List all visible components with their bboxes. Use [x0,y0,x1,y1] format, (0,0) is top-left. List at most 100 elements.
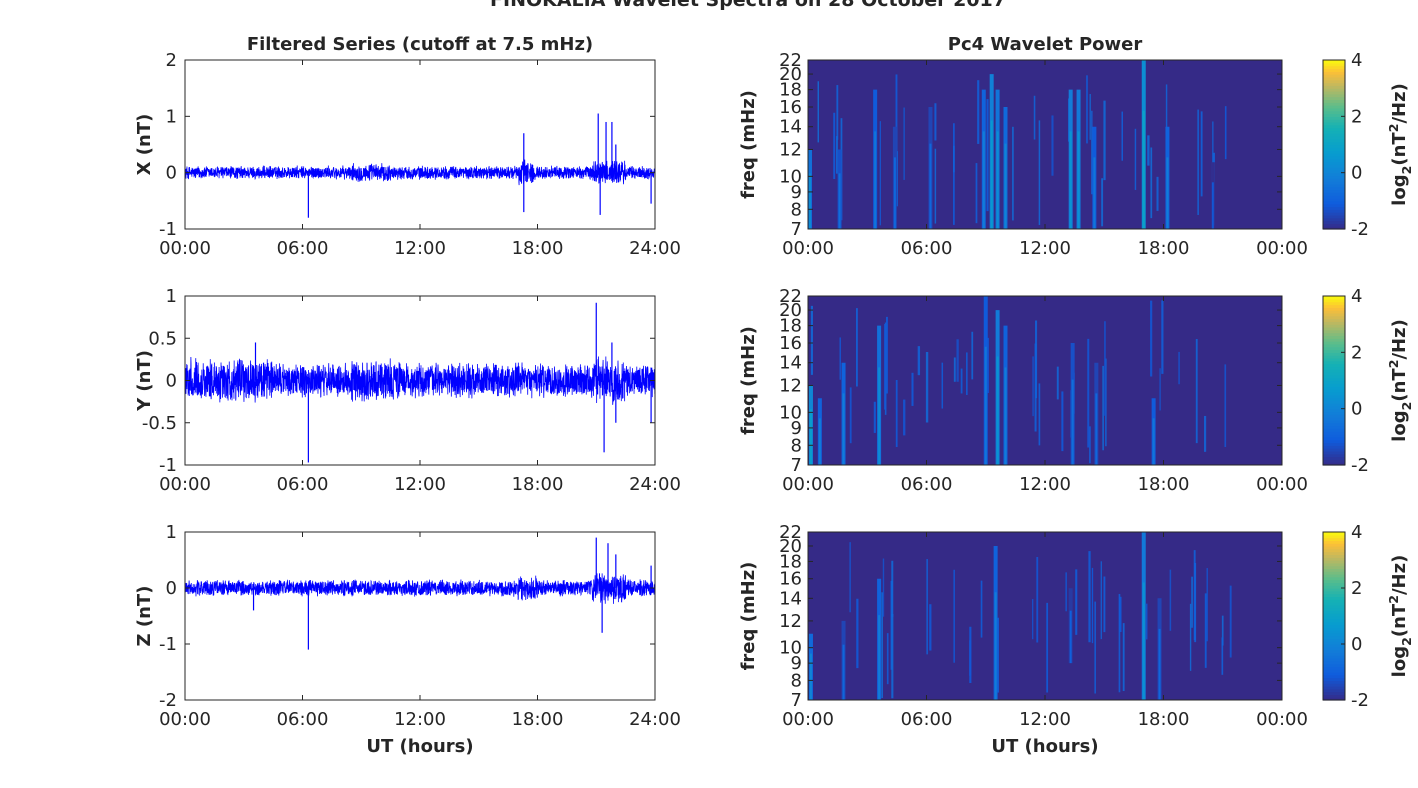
y-axis-label: X (nT) [134,114,155,176]
colorbar-swatch [1323,301,1345,306]
colorbar-swatch [1323,632,1345,637]
colorbar-swatch [1323,102,1345,106]
ytick-label: 18 [779,316,802,337]
colorbar-swatch [1323,82,1345,86]
colorbar-swatch [1323,298,1345,303]
colorbar-swatch [1323,113,1345,117]
ytick-label: 16 [779,333,802,354]
colorbar-label-part: 2 [1399,402,1414,411]
colorbar-swatch [1323,613,1345,617]
colorbar-swatch [1323,635,1345,639]
spec-xtick-label: 12:00 [1019,238,1071,259]
colorbar-swatch [1323,686,1345,690]
colorbar-swatch [1323,386,1345,390]
colorbar-swatch [1323,537,1345,541]
ytick-label: 20 [779,64,802,85]
colorbar-label: log2(nT2/Hz) [1386,555,1414,678]
colorbar-swatch [1323,548,1345,553]
ytick-label: 10 [779,638,802,659]
colorbar-label-part: 2 [1399,637,1414,646]
colorbar-swatch [1323,565,1345,569]
colorbar-swatch [1323,341,1345,345]
spec-xtick-label: 06:00 [901,238,953,259]
ytick-label: 8 [791,435,802,456]
colorbar-label-part: 2 [1386,124,1401,133]
colorbar-swatch [1323,68,1345,72]
line-xtick-label: 18:00 [512,709,564,730]
colorbar-label-part: /Hz) [1389,319,1410,359]
colorbar-swatch [1323,136,1345,140]
y-axis-label: Z (nT) [134,586,155,647]
ytick-label: 1 [166,286,177,307]
spectrogram-panel-2: 00:00 06:00 12:00 18:00 00:00789101214161820… [738,522,1414,757]
ytick-label: 14 [779,588,802,609]
colorbar-swatch [1323,377,1345,382]
colorbar-swatch [1323,164,1345,168]
spectrogram-panel-0: 00:00 06:00 12:00 18:00 00:00789101214161820… [738,34,1414,259]
colorbar-swatch [1323,360,1345,365]
plot-area [185,532,655,700]
colorbar-label-part: log [1389,646,1410,677]
colorbar-swatch [1323,169,1345,174]
ytick-label: 22 [779,50,802,71]
colorbar-swatch [1323,602,1345,606]
colorbar-swatch [1323,414,1345,418]
panel-title: Filtered Series (cutoff at 7.5 mHz) [247,34,593,55]
colorbar-swatch [1323,133,1345,137]
colorbar-swatch [1323,186,1345,191]
colorbar-swatch [1323,93,1345,98]
colorbar-swatch [1323,442,1345,446]
spec-xtick-label: 00:00 [1256,238,1308,259]
colorbar-swatch [1323,183,1345,188]
spec-xtick-label: 12:00 [1019,474,1071,495]
colorbar-swatch [1323,366,1345,370]
colorbar-swatch [1323,683,1345,687]
colorbar-swatch [1323,71,1345,75]
spec-xtick-label: 18:00 [1138,238,1190,259]
colorbar-swatch [1323,394,1345,398]
y-axis-label: freq (mHz) [738,90,759,199]
colorbar-swatch [1323,141,1345,146]
colorbar-swatch [1323,90,1345,95]
colorbar-swatch [1323,532,1345,536]
colorbar-swatch [1323,391,1345,396]
colorbar-swatch [1323,310,1345,314]
colorbar-swatch [1323,576,1345,581]
colorbar-swatch [1323,119,1345,123]
colorbar-swatch [1323,624,1345,628]
colorbar-swatch [1323,644,1345,648]
ytick-label: 8 [791,199,802,220]
ytick-label: 9 [791,653,802,674]
colorbar-swatch [1323,439,1345,444]
colorbar-swatch [1323,590,1345,595]
colorbar-swatch [1323,315,1345,320]
ytick-label: 22 [779,522,802,543]
colorbar-swatch [1323,296,1345,300]
colorbar-tick-label: -2 [1351,219,1369,240]
colorbar-swatch [1323,369,1345,373]
colorbar-swatch [1323,674,1345,679]
colorbar-swatch [1323,220,1345,224]
colorbar-swatch [1323,543,1345,547]
ytick-label: 9 [791,418,802,439]
ytick-label: -2 [159,690,177,711]
colorbar-swatch [1323,130,1345,134]
colorbar-swatch [1323,669,1345,673]
colorbar-box [1322,59,1346,230]
colorbar-swatch [1323,388,1345,393]
colorbar-swatch [1323,574,1345,578]
ytick-label: 1 [166,522,177,543]
colorbar-swatch [1323,192,1345,196]
colorbar-swatch [1323,355,1345,359]
ytick-label: 2 [166,50,177,71]
colorbar-swatch [1323,618,1345,623]
line-panel-0: 00:00 06:00 12:00 18:00 24:00 -1 0 1 2 X (nT) Filt… [134,34,681,259]
colorbar-label-part: (nT [1389,603,1410,637]
colorbar-swatch [1323,688,1345,693]
colorbar-swatch [1323,560,1345,564]
series-trace [184,573,656,604]
ytick-label: 12 [779,611,802,632]
